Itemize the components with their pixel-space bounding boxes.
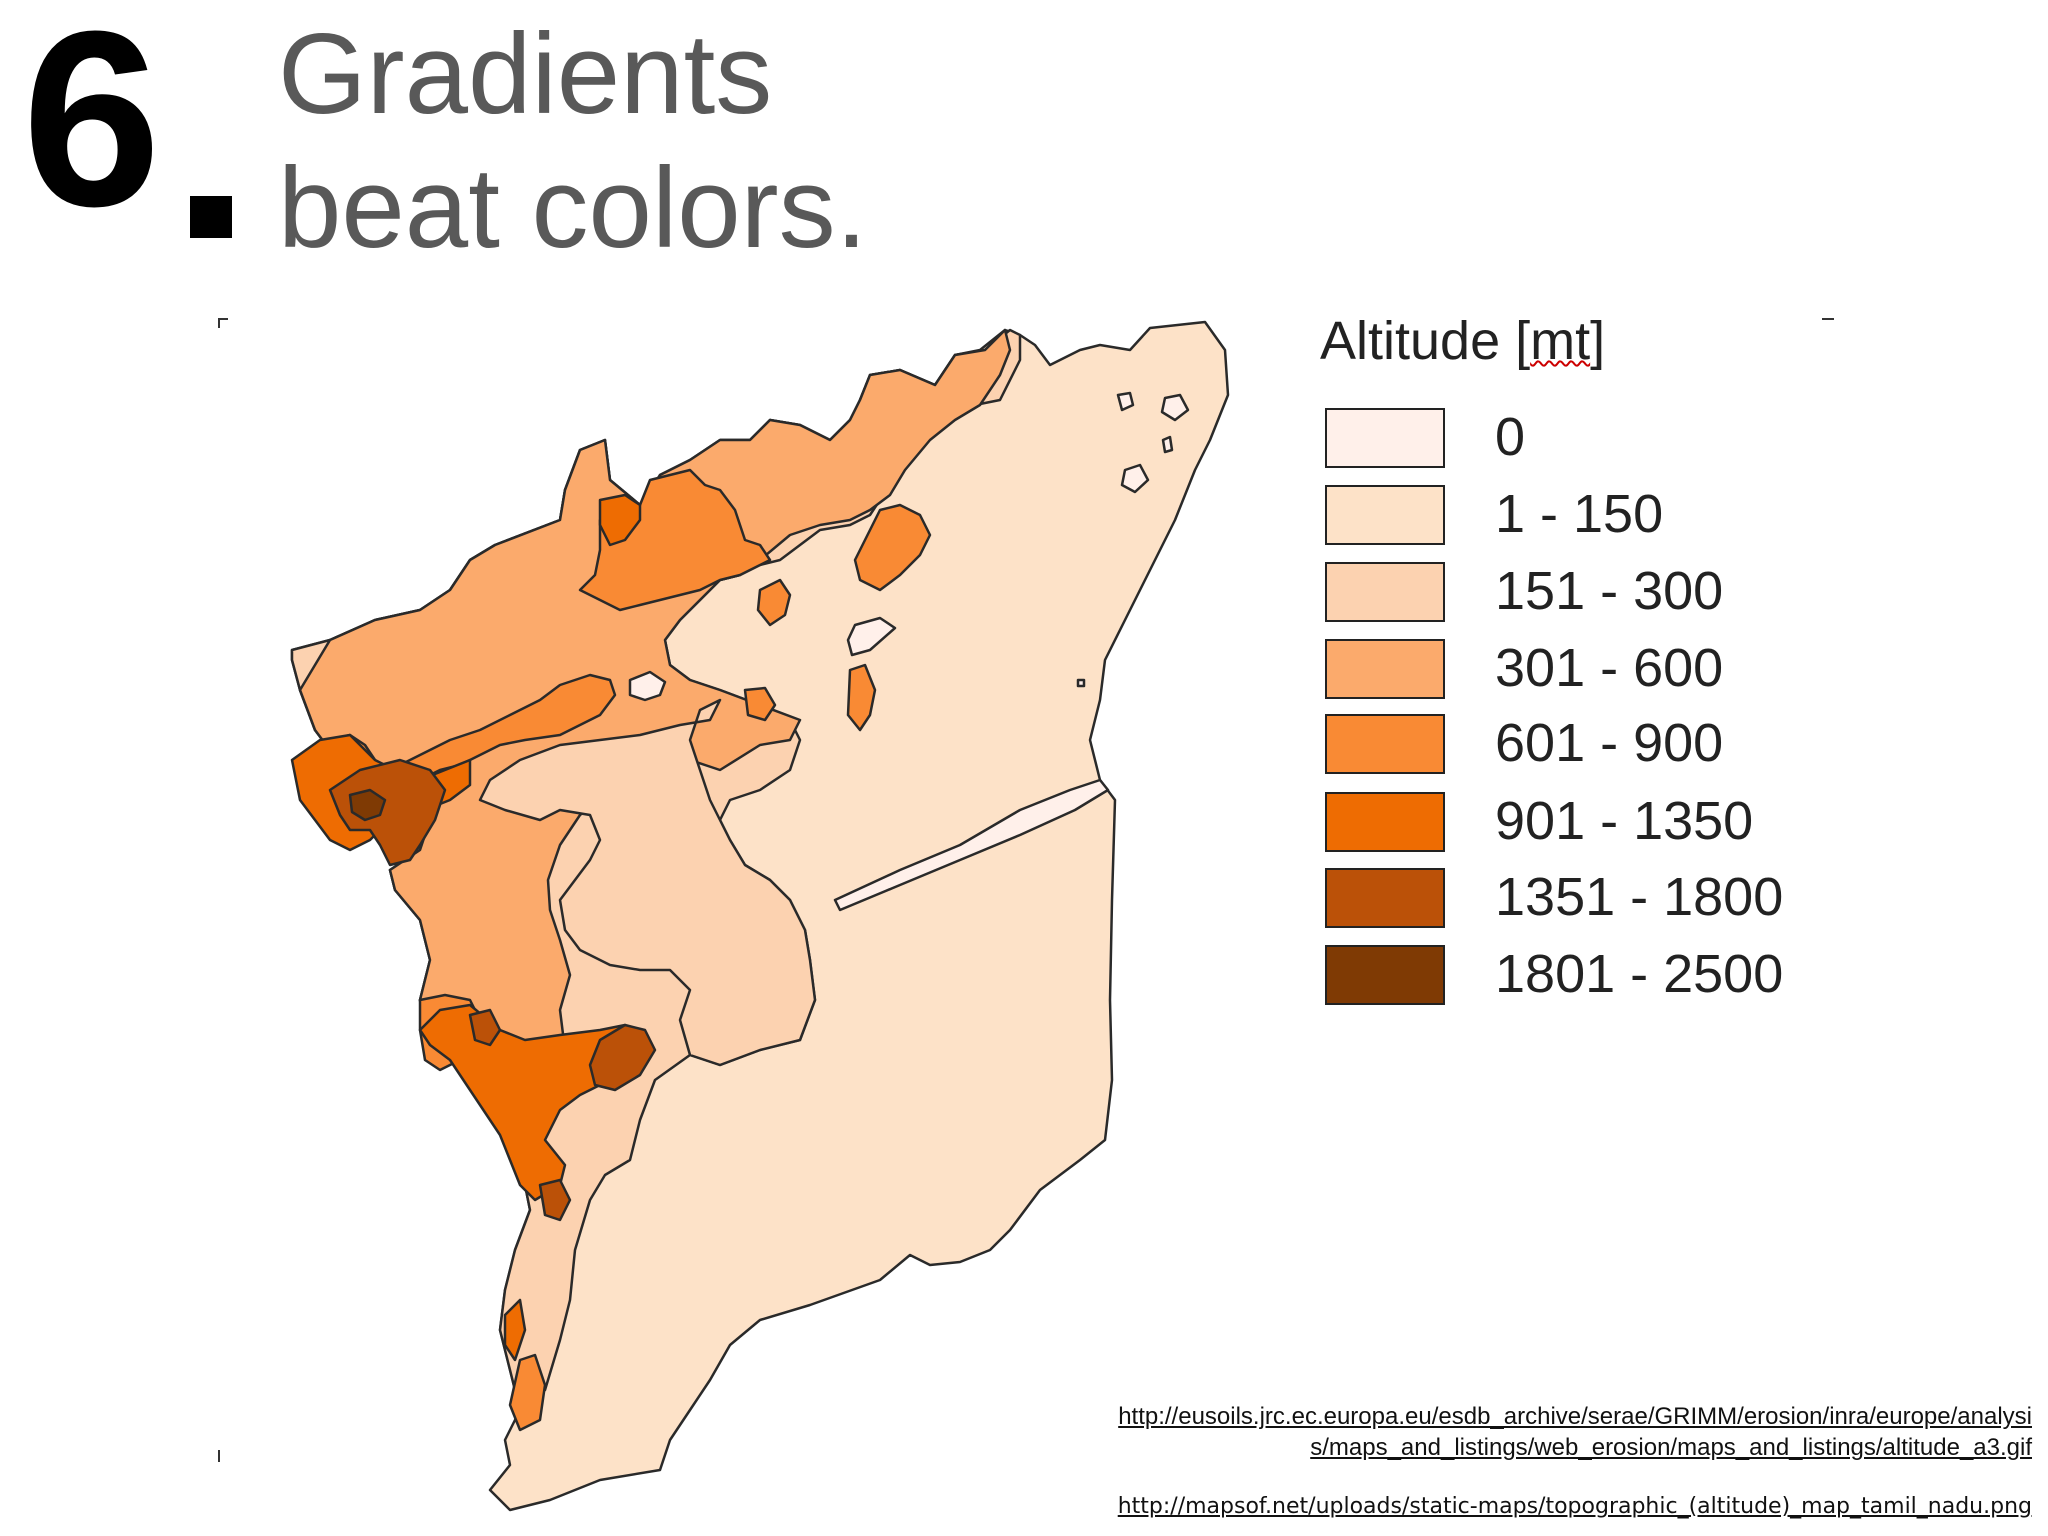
legend-item: 0 xyxy=(1325,407,1925,470)
region-601-900-i xyxy=(846,663,877,732)
legend-item: 301 - 600 xyxy=(1325,638,1925,701)
region-0-d xyxy=(1116,391,1135,412)
region-0-c xyxy=(833,778,1110,912)
legend-label: 301 - 600 xyxy=(1495,638,1724,698)
legend-swatch xyxy=(1325,408,1445,468)
region-601-900-b xyxy=(853,503,932,592)
region-0-g xyxy=(1161,435,1174,454)
title-line-2: beat colors. xyxy=(278,145,868,272)
region-0-h xyxy=(1076,678,1086,688)
source-link-1-cont[interactable]: s/maps_and_listings/web_erosion/maps_and… xyxy=(1310,1434,2032,1461)
legend-swatch xyxy=(1325,868,1445,928)
region-601-900-f xyxy=(508,1353,547,1432)
legend-label: 1801 - 2500 xyxy=(1495,944,1784,1004)
crop-mark-top-left-v xyxy=(218,318,220,328)
legend-swatch xyxy=(1325,485,1445,545)
legend-label: 601 - 900 xyxy=(1495,713,1724,773)
legend-item: 1351 - 1800 xyxy=(1325,867,1925,930)
region-601-900-g xyxy=(756,578,792,627)
slide-number: 6 xyxy=(22,0,161,258)
slide-title: Gradients beat colors. xyxy=(278,8,867,276)
region-0-f xyxy=(1120,463,1150,494)
legend-title: Altitude [mt] xyxy=(1320,311,1606,371)
legend-swatch xyxy=(1325,714,1445,774)
legend-item: 601 - 900 xyxy=(1325,713,1925,776)
legend-label: 901 - 1350 xyxy=(1495,791,1754,851)
legend-item: 901 - 1350 xyxy=(1325,791,1925,854)
legend-item: 151 - 300 xyxy=(1325,561,1925,624)
legend-label: 0 xyxy=(1495,407,1526,467)
legend-item: 1801 - 2500 xyxy=(1325,944,1925,1007)
legend-swatch xyxy=(1325,562,1445,622)
region-plateau-valley xyxy=(478,698,817,1067)
source-link-1[interactable]: http://eusoils.jrc.ec.europa.eu/esdb_arc… xyxy=(1118,1403,2032,1430)
crop-mark-bottom-left xyxy=(218,1450,220,1462)
region-1801-2500 xyxy=(348,788,387,822)
legend-item: 1 - 150 xyxy=(1325,484,1925,547)
legend-label: 1351 - 1800 xyxy=(1495,867,1784,927)
region-1351-1800 xyxy=(328,758,447,867)
region-1351-1800-c xyxy=(468,1008,502,1047)
legend-swatch xyxy=(1325,792,1445,852)
region-901-1350-c xyxy=(503,1298,527,1362)
legend-label: 1 - 150 xyxy=(1495,484,1664,544)
legend-swatch xyxy=(1325,945,1445,1005)
legend-title-unit: mt xyxy=(1530,311,1591,371)
slide-number-dot xyxy=(190,196,232,238)
region-601-900-h xyxy=(743,686,777,722)
crop-mark-top-left xyxy=(218,318,228,320)
region-0-a xyxy=(628,670,667,702)
legend-swatch xyxy=(1325,639,1445,699)
legend-label: 151 - 300 xyxy=(1495,561,1724,621)
region-901-1350-d xyxy=(598,493,642,547)
region-0-e xyxy=(1160,393,1190,422)
title-line-1: Gradients xyxy=(278,11,773,138)
source-link-2[interactable]: http://mapsof.net/uploads/static-maps/to… xyxy=(1117,1494,2032,1519)
region-901-1350-b xyxy=(418,1003,642,1202)
region-1351-1800-b xyxy=(588,1023,657,1092)
crop-mark-top-right xyxy=(1822,318,1834,320)
region-1351-1800-d xyxy=(538,1178,572,1222)
region-0-b xyxy=(846,616,897,657)
